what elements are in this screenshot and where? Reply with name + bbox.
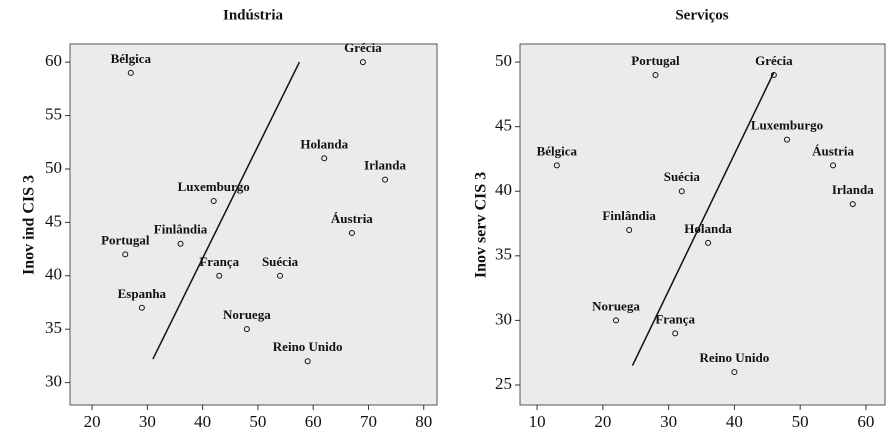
point <box>784 136 791 143</box>
point-label: Bélgica <box>111 51 152 66</box>
chart-title: Indústria <box>223 7 284 23</box>
point-label: Áustria <box>812 143 854 158</box>
y-axis-label: Inov ind CIS 3 <box>21 175 38 275</box>
x-tick-label: 70 <box>360 412 377 431</box>
plot-area <box>519 43 886 406</box>
y-axis-label: Inov serv CIS 3 <box>473 172 490 278</box>
y-tick-label: 40 <box>495 180 512 199</box>
y-tick-label: 30 <box>495 309 512 328</box>
point-label: Reino Unido <box>273 339 343 354</box>
point <box>672 330 679 337</box>
point-label: Holanda <box>300 136 348 151</box>
chart-title: Serviços <box>675 7 728 23</box>
x-tick-label: 30 <box>139 412 156 431</box>
point <box>122 251 129 258</box>
point-label: Finlândia <box>602 208 656 223</box>
point-label: Suécia <box>262 254 299 269</box>
y-tick-label: 35 <box>45 318 62 337</box>
x-tick-label: 50 <box>249 412 266 431</box>
point <box>304 358 311 365</box>
y-tick-label: 40 <box>45 265 62 284</box>
x-tick-label: 40 <box>726 412 743 431</box>
point-label: Holanda <box>684 221 732 236</box>
x-tick-label: 30 <box>660 412 677 431</box>
plot-area <box>69 43 438 406</box>
x-tick-label: 20 <box>84 412 101 431</box>
point <box>138 304 145 311</box>
x-tick-label: 60 <box>305 412 322 431</box>
point <box>348 230 355 237</box>
point-label: Finlândia <box>154 222 208 237</box>
point-label: Irlanda <box>832 182 874 197</box>
point <box>382 176 389 183</box>
point <box>216 272 223 279</box>
point <box>770 71 777 78</box>
y-tick-label: 55 <box>45 104 62 123</box>
point <box>613 317 620 324</box>
y-tick-label: 60 <box>45 51 62 70</box>
point <box>277 272 284 279</box>
point-label: França <box>655 311 695 326</box>
point <box>127 69 134 76</box>
point <box>652 71 659 78</box>
point-label: Áustria <box>331 211 373 226</box>
point <box>705 239 712 246</box>
y-tick-label: 45 <box>45 211 62 230</box>
x-tick-label: 10 <box>529 412 546 431</box>
point-label: Reino Unido <box>700 350 770 365</box>
fit-line <box>152 61 301 360</box>
point-label: Espanha <box>118 286 167 301</box>
y-tick-label: 30 <box>45 371 62 390</box>
point-label: Irlanda <box>364 158 406 173</box>
point-label: Suécia <box>664 169 701 184</box>
x-tick-label: 40 <box>194 412 211 431</box>
point-label: Grécia <box>755 53 793 68</box>
x-tick-label: 50 <box>792 412 809 431</box>
point <box>321 155 328 162</box>
point <box>830 162 837 169</box>
point-label: Luxemburgo <box>751 118 823 133</box>
point-label: França <box>199 254 239 269</box>
y-tick-label: 50 <box>495 51 512 70</box>
point <box>177 240 184 247</box>
point <box>626 226 633 233</box>
fit-line <box>631 72 775 366</box>
y-tick-label: 45 <box>495 116 512 135</box>
point <box>210 198 217 205</box>
point-label: Portugal <box>631 53 680 68</box>
y-tick-label: 50 <box>45 158 62 177</box>
point-label: Grécia <box>344 40 382 55</box>
point-label: Luxemburgo <box>178 179 250 194</box>
point <box>678 188 685 195</box>
point <box>731 369 738 376</box>
point-label: Noruega <box>223 307 271 322</box>
x-tick-label: 80 <box>415 412 432 431</box>
y-tick-label: 35 <box>495 245 512 264</box>
y-tick-label: 25 <box>495 374 512 393</box>
point <box>359 59 366 66</box>
point-label: Portugal <box>101 232 150 247</box>
point-label: Noruega <box>592 298 640 313</box>
x-tick-label: 60 <box>857 412 874 431</box>
point <box>849 201 856 208</box>
x-tick-label: 20 <box>594 412 611 431</box>
point <box>243 326 250 333</box>
point-label: Bélgica <box>537 143 578 158</box>
point <box>553 162 560 169</box>
